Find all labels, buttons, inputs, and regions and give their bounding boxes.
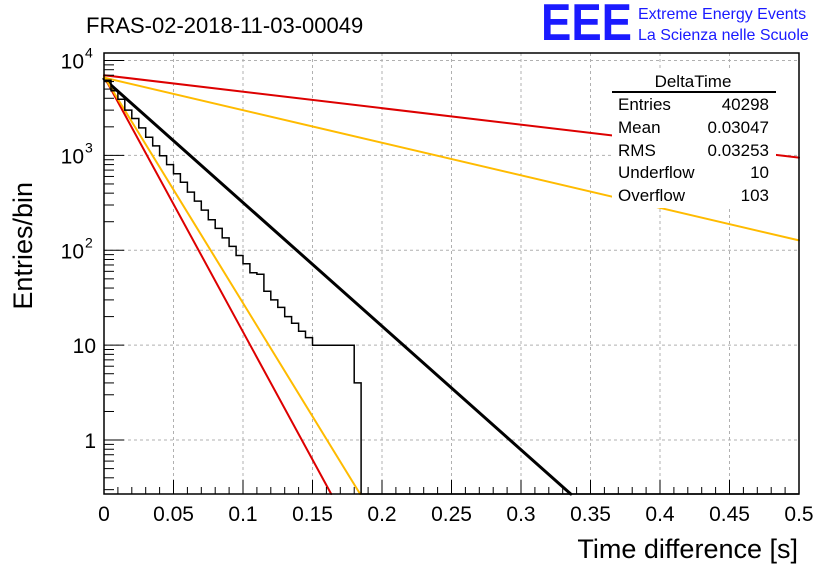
y-tick-exponent: 2 <box>85 234 93 250</box>
fit-line <box>102 77 573 496</box>
x-tick-label: 0.4 <box>645 503 675 526</box>
logo-line2: La Scienza nelle Scuole <box>638 27 809 44</box>
y-tick-exponent: 4 <box>85 45 93 61</box>
fit-line <box>103 76 800 242</box>
stats-title: DeltaTime <box>655 72 732 91</box>
x-tick-label: 0.5 <box>784 503 813 526</box>
y-tick-label: 1 <box>84 430 96 453</box>
x-tick-label: 0.05 <box>153 503 194 526</box>
x-tick-label: 0.3 <box>506 503 535 526</box>
stats-label-entries: Entries <box>618 95 671 114</box>
y-tick-exponent: 3 <box>85 139 93 155</box>
logo: EEE Extreme Energy Events La Scienza nel… <box>541 0 809 52</box>
stats-value-overflow: 103 <box>741 186 769 205</box>
x-axis-title: Time difference [s] <box>577 534 798 564</box>
x-tick-label: 0.2 <box>367 503 396 526</box>
y-tick-label: 10 <box>73 335 96 358</box>
stats-value-mean: 0.03047 <box>708 118 769 137</box>
stats-value-underflow: 10 <box>750 163 769 182</box>
x-tick-label: 0.35 <box>570 503 611 526</box>
x-tick-label: 0.25 <box>431 503 472 526</box>
stats-label-underflow: Underflow <box>618 163 695 182</box>
x-tick-label: 0.1 <box>228 503 257 526</box>
y-tick-label: 10 <box>61 51 84 74</box>
axis-ticks <box>103 60 800 494</box>
x-tick-labels: 0 0.05 0.1 0.15 0.2 0.25 0.3 0.35 0.4 0.45 0.5 <box>98 503 813 526</box>
chart-title: FRAS-02-2018-11-03-00049 <box>86 13 363 38</box>
x-tick-label: 0 <box>98 503 110 526</box>
stats-label-overflow: Overflow <box>618 186 686 205</box>
fit-line <box>103 75 362 495</box>
y-tick-label: 10 <box>61 240 84 263</box>
fit-line <box>103 75 333 495</box>
logo-line1: Extreme Energy Events <box>638 6 806 23</box>
stats-box: DeltaTime Entries 40298 Mean 0.03047 RMS… <box>612 69 776 208</box>
stats-value-entries: 40298 <box>722 95 769 114</box>
stats-value-rms: 0.03253 <box>708 141 769 160</box>
stats-label-rms: RMS <box>618 141 656 160</box>
x-tick-label: 0.15 <box>292 503 333 526</box>
x-tick-label: 0.45 <box>709 503 750 526</box>
logo-mark: EEE <box>541 0 632 52</box>
y-axis-title: Entries/bin <box>8 182 38 310</box>
stats-label-mean: Mean <box>618 118 661 137</box>
y-tick-label: 10 <box>61 145 84 168</box>
